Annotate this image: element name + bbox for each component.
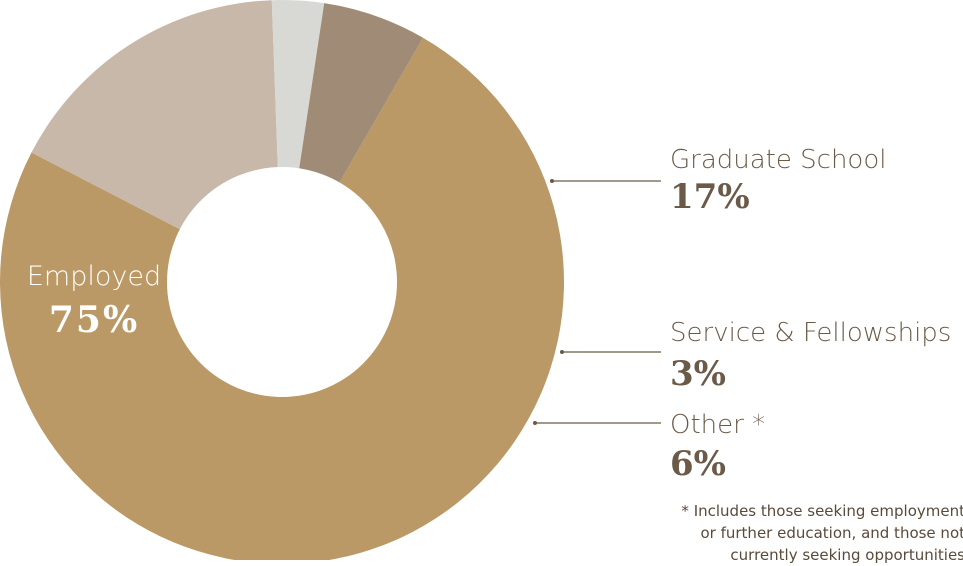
leader-lines bbox=[533, 179, 661, 425]
leader-dot-other bbox=[533, 421, 537, 425]
slice-label-graduate-school: Graduate School bbox=[670, 145, 886, 175]
slice-label-other: Other * bbox=[670, 410, 765, 440]
leader-dot-service-fellowships bbox=[560, 350, 564, 354]
slice-value-graduate-school: 17% bbox=[670, 177, 750, 217]
footnote-line-2: or further education, and those not bbox=[700, 524, 963, 542]
slice-value-employed: 75% bbox=[49, 299, 139, 341]
slice-label-employed: Employed bbox=[27, 261, 161, 292]
slice-label-service-fellowships: Service & Fellowships bbox=[670, 318, 951, 348]
footnote: * Includes those seeking employment or f… bbox=[625, 500, 963, 566]
slice-value-service-fellowships: 3% bbox=[670, 354, 726, 394]
footnote-line-1: * Includes those seeking employment bbox=[681, 502, 963, 520]
slice-value-other: 6% bbox=[670, 444, 726, 484]
footnote-line-3: currently seeking opportunities bbox=[730, 546, 963, 564]
donut-hole bbox=[167, 167, 397, 397]
leader-dot-graduate-school bbox=[550, 179, 554, 183]
